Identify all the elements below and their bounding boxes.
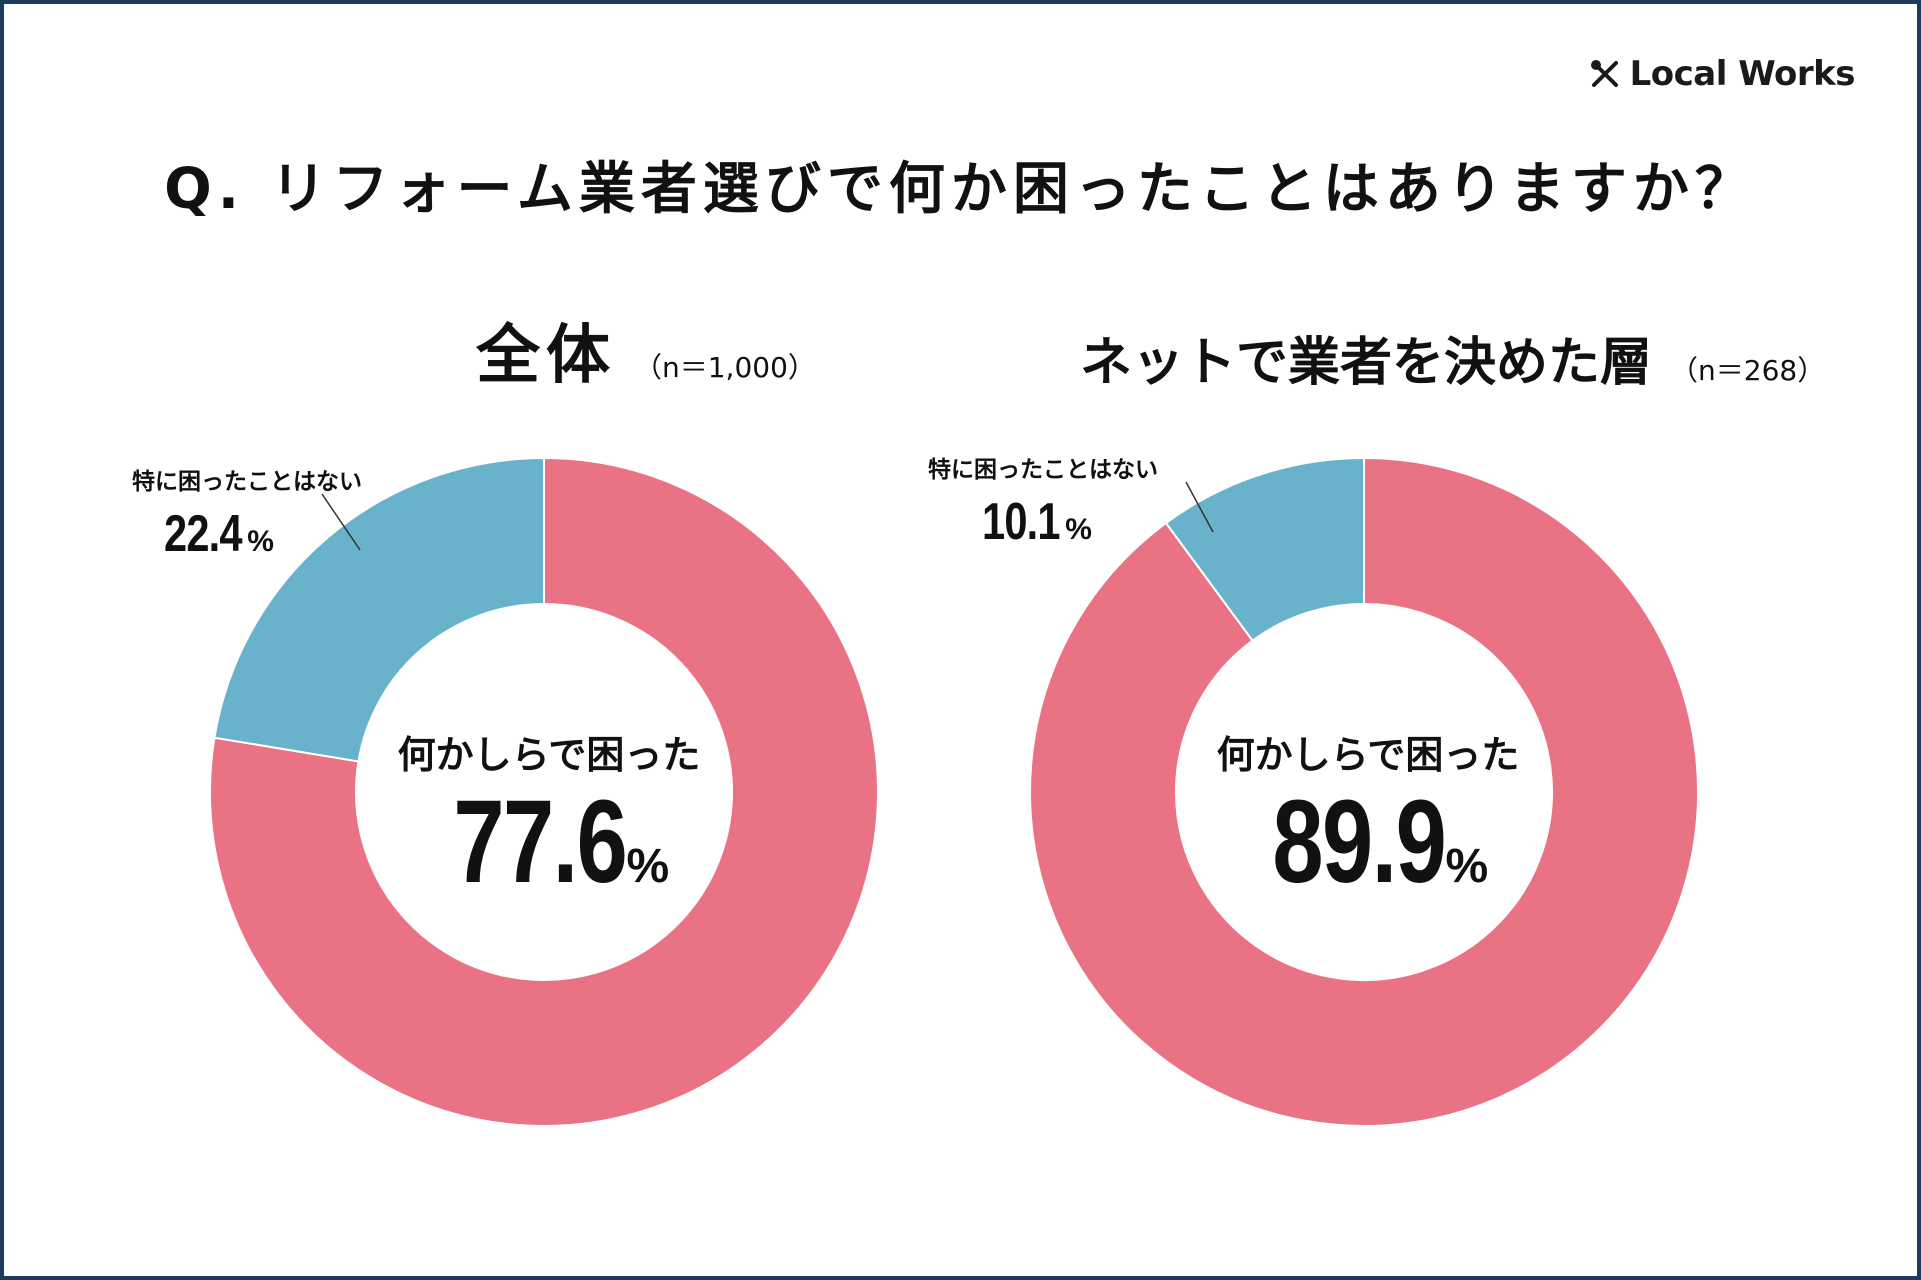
donut-slice-troubled bbox=[209, 456, 879, 1127]
crossed-tools-icon bbox=[1590, 60, 1618, 87]
brand-logo: Local Works bbox=[1588, 54, 1856, 94]
center-value-troubled: 77.6% bbox=[453, 776, 670, 908]
slice-label-not-troubled: 特に困ったことはない bbox=[928, 457, 1158, 483]
slice-label-not-troubled: 特に困ったことはない bbox=[132, 469, 362, 495]
callout-leader-line bbox=[321, 493, 361, 551]
chart-title-net: ネットで業者を決めた層 （n＝268） bbox=[1080, 320, 1825, 395]
sample-size: （n＝1,000） bbox=[634, 351, 816, 384]
callout-leader-line bbox=[1185, 481, 1214, 533]
question-title: Q. リフォーム業者選びで何か困ったことはありますか？ bbox=[164, 157, 1757, 222]
slice-value-not-troubled: 22.4% bbox=[164, 505, 274, 563]
donut-slice-not-troubled bbox=[1164, 456, 1365, 642]
slice-value-not-troubled: 10.1% bbox=[982, 493, 1092, 551]
center-label-troubled: 何かしらで困った bbox=[1216, 733, 1520, 777]
brand-name: Local Works bbox=[1629, 54, 1856, 94]
chart-title-text: ネットで業者を決めた層 bbox=[1080, 333, 1653, 393]
donut-charts bbox=[209, 456, 1699, 1127]
donut-slice-troubled bbox=[1029, 456, 1699, 1127]
donut-slice-not-troubled bbox=[213, 456, 545, 763]
sample-size: （n＝268） bbox=[1670, 354, 1826, 387]
chart-title-text: 全体 bbox=[476, 319, 616, 393]
center-value-troubled: 89.9% bbox=[1272, 776, 1489, 908]
center-label-troubled: 何かしらで困った bbox=[397, 733, 701, 777]
chart-title-overall: 全体 （n＝1,000） bbox=[476, 304, 816, 396]
